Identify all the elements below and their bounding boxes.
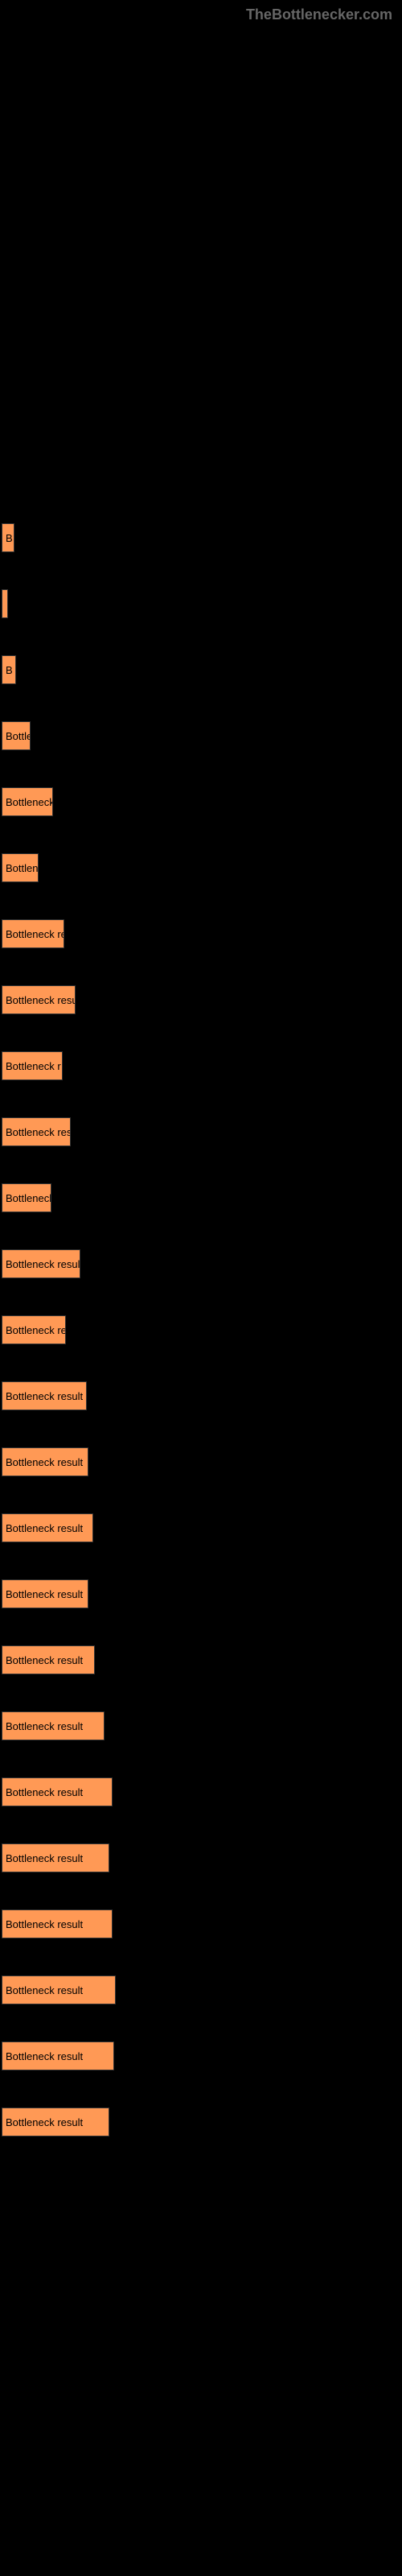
- bar: Bottleneck result: [2, 1909, 113, 1938]
- bar-row: Bottleneck result: [2, 1579, 402, 1608]
- bar-label: Bottleneck resu: [6, 994, 76, 1006]
- bar-label: Bottleneck result: [6, 1588, 83, 1600]
- bar-label: Bottleneck result: [6, 1720, 83, 1732]
- bar-row: Bottleneck result: [2, 2107, 402, 2136]
- bar-label: Bottleneck result: [6, 1918, 83, 1930]
- bar-row: Bottle: [2, 721, 402, 750]
- bar-label: Bottleneck result: [6, 1390, 83, 1402]
- bar-row: Bottleneck result: [2, 1975, 402, 2004]
- top-spacer: [0, 0, 402, 523]
- bar-row: B: [2, 655, 402, 684]
- bar-row: Bottleneck result: [2, 1645, 402, 1674]
- bar-row: Bottleneck: [2, 1183, 402, 1212]
- bar: Bottleneck result: [2, 1447, 88, 1476]
- bar: Bottleneck res: [2, 1117, 71, 1146]
- bar-label: Bottlen: [6, 862, 38, 874]
- bar: Bottleneck: [2, 787, 53, 816]
- bar-chart: B B Bottle Bottleneck Bottlen Bottleneck re Bo…: [0, 523, 402, 2136]
- bar: [2, 589, 8, 618]
- bar-row: Bottleneck result: [2, 1711, 402, 1740]
- bar-label: Bottleneck result: [6, 1852, 83, 1864]
- bar: Bottleneck result: [2, 1645, 95, 1674]
- bar-row: B: [2, 523, 402, 552]
- bar-row: Bottleneck res: [2, 1117, 402, 1146]
- bar-row: Bottleneck result: [2, 1249, 402, 1278]
- bar-label: Bottleneck result: [6, 1258, 80, 1270]
- bar-row: Bottlen: [2, 853, 402, 882]
- bar-row: Bottleneck re: [2, 919, 402, 948]
- bar: Bottleneck result: [2, 1249, 80, 1278]
- bar: Bottleneck result: [2, 1777, 113, 1806]
- bar-label: Bottleneck result: [6, 1456, 83, 1468]
- bar: Bottleneck re: [2, 919, 64, 948]
- bar-row: Bottleneck re: [2, 1315, 402, 1344]
- bar: B: [2, 655, 16, 684]
- bar: Bottleneck result: [2, 1843, 109, 1872]
- bar-row: Bottleneck result: [2, 1381, 402, 1410]
- bar-row: Bottleneck result: [2, 1909, 402, 1938]
- bar: Bottleneck result: [2, 1975, 116, 2004]
- bar: Bottleneck r: [2, 1051, 63, 1080]
- watermark-text: TheBottlenecker.com: [246, 6, 392, 23]
- bar: B: [2, 523, 14, 552]
- bar: Bottleneck re: [2, 1315, 66, 1344]
- bar-row: Bottleneck result: [2, 2041, 402, 2070]
- bar: Bottle: [2, 721, 31, 750]
- bar-label: Bottleneck: [6, 1192, 51, 1204]
- bar: Bottleneck: [2, 1183, 51, 1212]
- bar-label: Bottleneck result: [6, 1984, 83, 1996]
- bar-row: Bottleneck result: [2, 1843, 402, 1872]
- bar-label: Bottle: [6, 730, 31, 742]
- bar-label: Bottleneck result: [6, 1654, 83, 1666]
- bar-row: Bottleneck: [2, 787, 402, 816]
- bar-label: B: [6, 532, 13, 544]
- bar: Bottleneck result: [2, 1579, 88, 1608]
- bar-row: [2, 589, 402, 618]
- bar-row: Bottleneck resu: [2, 985, 402, 1014]
- bar-row: Bottleneck result: [2, 1447, 402, 1476]
- bar: Bottleneck result: [2, 2107, 109, 2136]
- bar-label: Bottleneck res: [6, 1126, 71, 1138]
- bar: Bottlen: [2, 853, 39, 882]
- bar: Bottleneck result: [2, 1711, 105, 1740]
- bar-label: Bottleneck re: [6, 928, 64, 940]
- bar-label: Bottleneck: [6, 796, 53, 808]
- bar: Bottleneck result: [2, 1381, 87, 1410]
- bar-label: Bottleneck r: [6, 1060, 61, 1072]
- bar-label: Bottleneck result: [6, 2050, 83, 2062]
- bar-label: Bottleneck result: [6, 1786, 83, 1798]
- bar-row: Bottleneck result: [2, 1777, 402, 1806]
- bar: Bottleneck result: [2, 1513, 93, 1542]
- bar-label: Bottleneck re: [6, 1324, 66, 1336]
- bar: Bottleneck result: [2, 2041, 114, 2070]
- bar-row: Bottleneck result: [2, 1513, 402, 1542]
- bar-row: Bottleneck r: [2, 1051, 402, 1080]
- bar: Bottleneck resu: [2, 985, 76, 1014]
- bar-label: Bottleneck result: [6, 2116, 83, 2128]
- bar-label: Bottleneck result: [6, 1522, 83, 1534]
- bar-label: B: [6, 664, 13, 676]
